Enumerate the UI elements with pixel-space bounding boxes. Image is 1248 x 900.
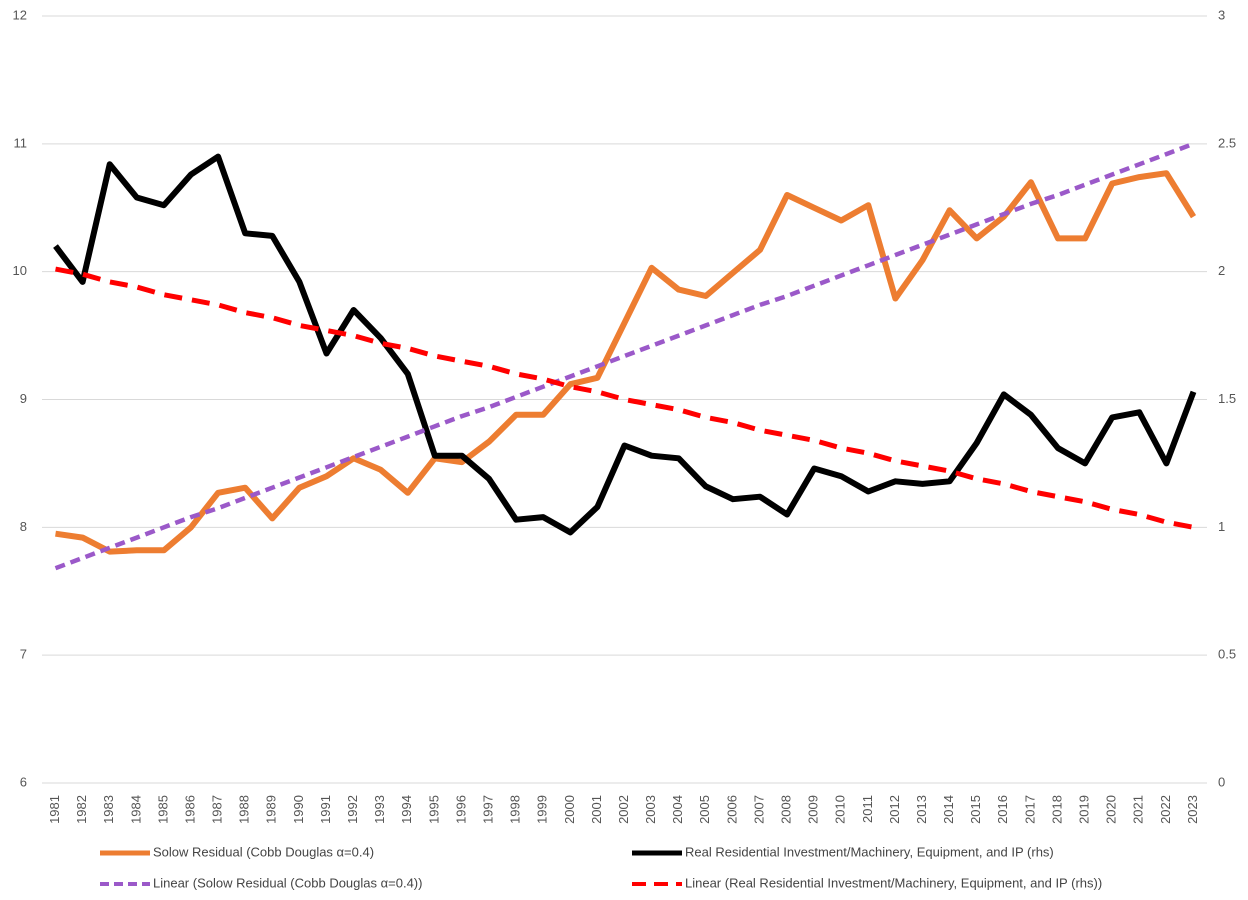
x-tick-label: 2019 [1077, 795, 1092, 824]
x-tick-label: 2009 [806, 795, 821, 824]
x-tick-label: 2006 [724, 795, 739, 824]
y2-tick-label: 0 [1218, 774, 1225, 789]
x-tick-label: 1984 [128, 795, 143, 824]
y2-tick-label: 1 [1218, 519, 1225, 534]
legend-label: Linear (Real Residential Investment/Mach… [685, 875, 1102, 890]
x-tick-label: 1983 [101, 795, 116, 824]
x-tick-label: 1982 [74, 795, 89, 824]
x-tick-label: 2003 [643, 795, 658, 824]
x-tick-label: 2004 [670, 795, 685, 824]
x-tick-label: 1990 [291, 795, 306, 824]
x-tick-label: 2001 [589, 795, 604, 824]
x-tick-label: 2000 [562, 795, 577, 824]
x-tick-label: 1999 [535, 795, 550, 824]
y2-tick-label: 0.5 [1218, 647, 1236, 662]
x-tick-label: 1993 [372, 795, 387, 824]
x-tick-label: 1991 [318, 795, 333, 824]
y-tick-label: 12 [13, 7, 27, 22]
x-tick-label: 1985 [155, 795, 170, 824]
x-tick-label: 2010 [833, 795, 848, 824]
x-tick-label: 1986 [182, 795, 197, 824]
y-tick-label: 6 [20, 774, 27, 789]
legend-label: Solow Residual (Cobb Douglas α=0.4) [153, 844, 374, 859]
legend-label: Real Residential Investment/Machinery, E… [685, 844, 1054, 859]
x-tick-label: 2016 [995, 795, 1010, 824]
y-tick-label: 8 [20, 519, 27, 534]
x-tick-label: 2015 [968, 795, 983, 824]
x-tick-label: 2005 [697, 795, 712, 824]
x-tick-label: 2023 [1185, 795, 1200, 824]
x-tick-label: 2013 [914, 795, 929, 824]
x-tick-label: 1996 [453, 795, 468, 824]
x-tick-label: 2020 [1104, 795, 1119, 824]
y2-tick-label: 3 [1218, 7, 1225, 22]
x-tick-label: 1987 [210, 795, 225, 824]
series-line [53, 153, 1197, 536]
x-tick-label: 1992 [345, 795, 360, 824]
x-tick-label: 2002 [616, 795, 631, 824]
x-tick-label: 2011 [860, 795, 875, 823]
series-line [55, 170, 1197, 555]
x-tick-label: 1994 [399, 795, 414, 824]
x-tick-label: 1981 [47, 795, 62, 824]
y-tick-label: 7 [20, 647, 27, 662]
y2-tick-label: 1.5 [1218, 391, 1236, 406]
x-tick-label: 1997 [480, 795, 495, 824]
x-tick-label: 2018 [1049, 795, 1064, 824]
series-line [54, 141, 1195, 571]
x-tick-label: 1988 [237, 795, 252, 824]
y-tick-label: 11 [14, 135, 28, 150]
x-tick-label: 2017 [1022, 795, 1037, 824]
x-tick-label: 2007 [751, 795, 766, 824]
x-tick-label: 2014 [941, 795, 956, 824]
y-tick-label: 10 [13, 263, 27, 278]
x-tick-label: 1998 [508, 795, 523, 824]
x-tick-label: 2021 [1131, 795, 1146, 824]
legend-label: Linear (Solow Residual (Cobb Douglas α=0… [153, 875, 422, 890]
x-tick-label: 2008 [778, 795, 793, 824]
x-tick-label: 2012 [887, 795, 902, 824]
y2-tick-label: 2.5 [1218, 135, 1236, 150]
x-tick-label: 1995 [426, 795, 441, 824]
y2-tick-label: 2 [1218, 263, 1225, 278]
x-tick-label: 2022 [1158, 795, 1173, 824]
y-tick-label: 9 [20, 391, 27, 406]
x-tick-label: 1989 [264, 795, 279, 824]
